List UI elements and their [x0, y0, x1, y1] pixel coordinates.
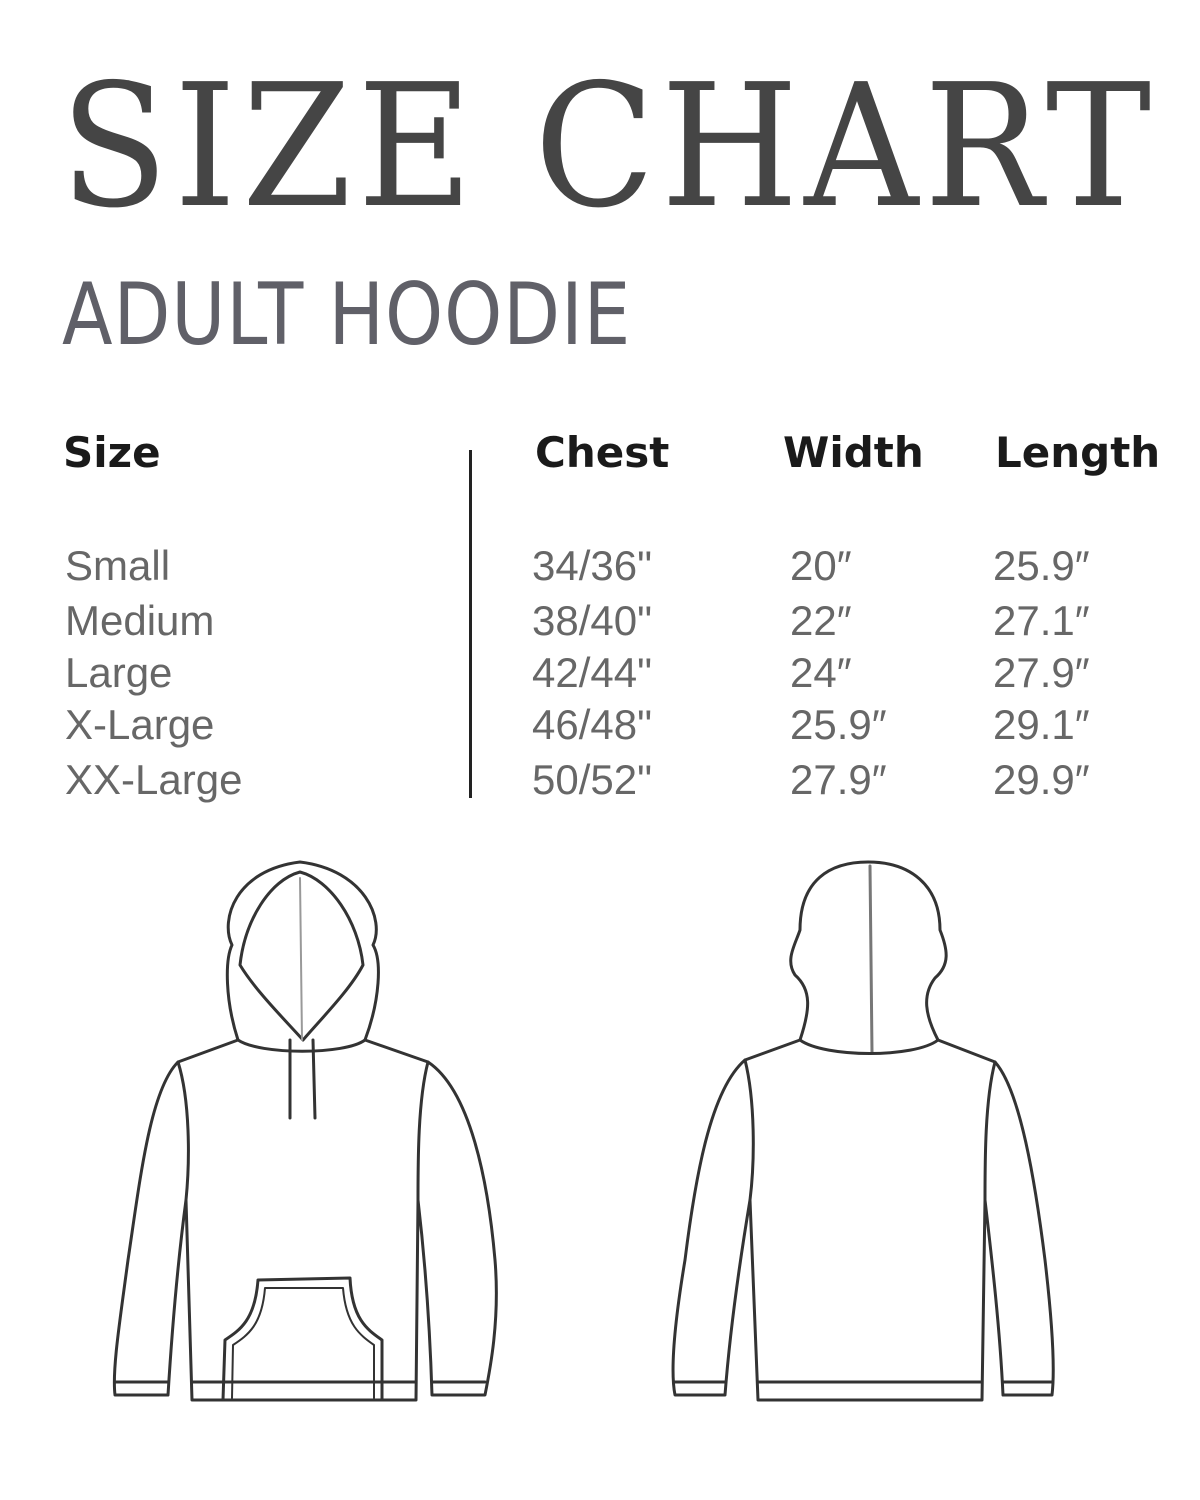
page-subtitle: ADULT HOODIE — [62, 265, 632, 365]
header-chest: Chest — [535, 428, 670, 477]
hoodie-back-illustration — [671, 860, 1055, 1402]
cell-width: 20″ — [790, 542, 852, 589]
cell-length: 27.1″ — [993, 597, 1090, 644]
page-title: SIZE CHART — [60, 48, 1157, 246]
hoodie-front-illustration — [112, 860, 498, 1402]
cell-length: 27.9″ — [993, 649, 1090, 696]
cell-length: 29.1″ — [993, 701, 1090, 748]
header-length: Length — [995, 428, 1161, 477]
cell-chest: 34/36" — [532, 542, 653, 589]
cell-size: XX-Large — [65, 756, 243, 803]
cell-length: 29.9″ — [993, 756, 1090, 803]
cell-size: Small — [65, 542, 171, 589]
cell-chest: 46/48" — [532, 701, 653, 748]
cell-size: X-Large — [65, 701, 215, 748]
cell-chest: 42/44" — [532, 649, 653, 696]
cell-length: 25.9″ — [993, 542, 1090, 589]
cell-width: 24″ — [790, 649, 852, 696]
cell-chest: 38/40" — [532, 597, 653, 644]
header-size: Size — [63, 428, 161, 477]
cell-width: 25.9″ — [790, 701, 887, 748]
column-divider — [469, 450, 472, 798]
cell-width: 22″ — [790, 597, 852, 644]
cell-size: Medium — [65, 597, 215, 644]
cell-chest: 50/52" — [532, 756, 653, 803]
cell-width: 27.9″ — [790, 756, 887, 803]
header-width: Width — [783, 428, 924, 477]
cell-size: Large — [65, 649, 173, 696]
